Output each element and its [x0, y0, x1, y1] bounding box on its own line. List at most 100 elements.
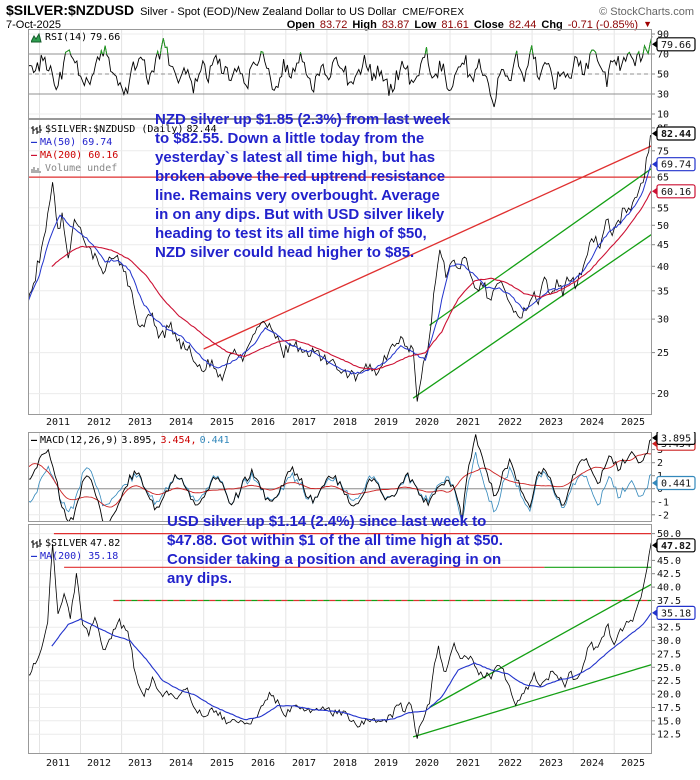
svg-text:17.5: 17.5 — [657, 703, 681, 714]
y-axis-labels: 90 70 50 30 10 — [652, 30, 669, 120]
exchange-label: CME/FOREX — [402, 7, 465, 18]
year-label: 2011 — [45, 417, 71, 428]
macd-line — [28, 434, 653, 522]
usd-legend-ma200: MA(200) 35.18 — [40, 551, 119, 562]
open-label: Open — [286, 19, 315, 31]
svg-text:37.5: 37.5 — [657, 596, 681, 607]
svg-text:42.5: 42.5 — [657, 569, 681, 580]
svg-text:65: 65 — [657, 173, 669, 184]
panel-border — [28, 119, 652, 415]
svg-text:25.0: 25.0 — [657, 663, 681, 674]
year-label: 2014 — [168, 417, 194, 428]
x-axis-years-main: 2011 2012 2013 2014 2015 2016 2017 2018 2019 2020… — [28, 417, 700, 431]
svg-text:25: 25 — [657, 348, 669, 359]
year-label: 2011 — [45, 758, 71, 769]
usd-legend-symbol: $SILVER — [45, 538, 88, 549]
macd-dash-icon: — — [31, 435, 38, 446]
trendline — [412, 234, 652, 399]
year-label: 2024 — [579, 758, 605, 769]
nzd-legend-ma200: MA(200) 60.16 — [40, 150, 119, 161]
year-label: 2013 — [127, 758, 153, 769]
macd-signal-line — [28, 453, 653, 508]
svg-text:50.0: 50.0 — [657, 529, 681, 540]
symbol-title: $SILVER:$NZDUSD — [6, 2, 135, 18]
year-label: 2021 — [455, 758, 481, 769]
trendline — [429, 583, 652, 709]
year-label: 2019 — [373, 758, 399, 769]
rsi-14--line — [28, 36, 653, 108]
panel-border — [28, 29, 652, 119]
ma-200--line — [51, 612, 652, 721]
nzd-annotation-text: NZD silver up $1.85 (2.3%) from last wee… — [155, 111, 451, 261]
year-label: 2015 — [209, 758, 235, 769]
svg-text:0.441: 0.441 — [661, 479, 691, 490]
svg-text:30: 30 — [657, 315, 669, 326]
high-label: High — [352, 19, 377, 31]
rsi-legend-value: 79.66 — [90, 32, 121, 43]
chart-header: $SILVER:$NZDUSD Silver - Spot (EOD)/New … — [6, 2, 696, 31]
svg-text:50: 50 — [657, 70, 669, 81]
header-row-quote: 7-Oct-2025 Open 83.72 High 83.87 Low 81.… — [6, 19, 696, 31]
year-label: 2024 — [579, 417, 605, 428]
macd-legend: — MACD(12,26,9) 3.895, 3.454, 0.441 — [31, 434, 230, 447]
svg-text:60.16: 60.16 — [661, 187, 691, 198]
svg-text:69.74: 69.74 — [661, 160, 691, 171]
year-label: 2014 — [168, 758, 194, 769]
svg-text:47.82: 47.82 — [661, 541, 691, 552]
rsi-panel-plot: 90 70 50 30 10 79.66 — [28, 29, 696, 120]
year-label: 2025 — [620, 758, 646, 769]
year-label: 2016 — [250, 417, 276, 428]
svg-text:-1: -1 — [657, 497, 669, 508]
chg-value: -0.71 (-0.85%) — [567, 19, 639, 31]
svg-text:27.5: 27.5 — [657, 650, 681, 661]
year-label: 2025 — [620, 417, 646, 428]
svg-text:22.5: 22.5 — [657, 676, 681, 687]
macd-legend-value1: 3.895, — [121, 435, 158, 446]
svg-text:30: 30 — [657, 90, 669, 101]
year-label: 2019 — [373, 417, 399, 428]
usd-annotation-text: USD silver up $1.14 (2.4%) since last we… — [167, 513, 503, 587]
svg-text:-2: -2 — [657, 510, 669, 521]
svg-text:2: 2 — [657, 458, 663, 469]
rsi-legend-label: RSI(14) — [45, 32, 88, 43]
svg-text:82.44: 82.44 — [661, 129, 691, 140]
nzd-legend-volume: Volume undef — [45, 163, 118, 174]
ma-50--line — [28, 163, 652, 375]
low-label: Low — [414, 19, 437, 31]
quote-date: 7-Oct-2025 — [6, 19, 62, 31]
-silver-line — [28, 542, 652, 739]
svg-text:10: 10 — [657, 110, 669, 120]
year-label: 2023 — [538, 758, 564, 769]
ma200-dash-icon: — — [31, 150, 38, 161]
nzd-legend: $SILVER:$NZDUSD (Daily) 82.44 — MA(50) 69… — [31, 123, 217, 175]
last-value-markers: 82.44 69.74 60.16 — [652, 126, 696, 199]
svg-text:55: 55 — [657, 203, 669, 214]
year-label: 2016 — [250, 758, 276, 769]
close-label: Close — [473, 19, 504, 31]
nzd-legend-ma50: MA(50) 69.74 — [40, 137, 113, 148]
year-label: 2022 — [497, 417, 523, 428]
low-value: 81.61 — [441, 19, 469, 31]
year-label: 2020 — [414, 417, 440, 428]
year-label: 2013 — [127, 417, 153, 428]
chg-down-arrow-icon: ▼ — [643, 19, 652, 29]
price-bars-icon — [31, 538, 42, 549]
x-axis-years-usd: 2011 2012 2013 2014 2015 2016 2017 2018 2019 2020… — [28, 758, 700, 772]
year-label: 2012 — [86, 417, 112, 428]
nzd-legend-symbol: $SILVER:$NZDUSD (Daily) — [45, 124, 184, 135]
high-value: 83.87 — [381, 19, 410, 31]
svg-text:32.5: 32.5 — [657, 623, 681, 634]
nzd-legend-close: 82.44 — [186, 124, 217, 135]
panel-border — [28, 524, 652, 754]
year-label: 2017 — [291, 417, 317, 428]
volume-bars-icon — [31, 164, 42, 174]
usd-legend-close: 47.82 — [90, 538, 121, 549]
ma200-dash-icon: — — [31, 551, 38, 562]
trendline — [203, 145, 652, 350]
svg-text:90: 90 — [657, 30, 669, 41]
svg-text:45: 45 — [657, 240, 669, 251]
svg-text:40.0: 40.0 — [657, 583, 681, 594]
panel-border — [28, 432, 652, 522]
